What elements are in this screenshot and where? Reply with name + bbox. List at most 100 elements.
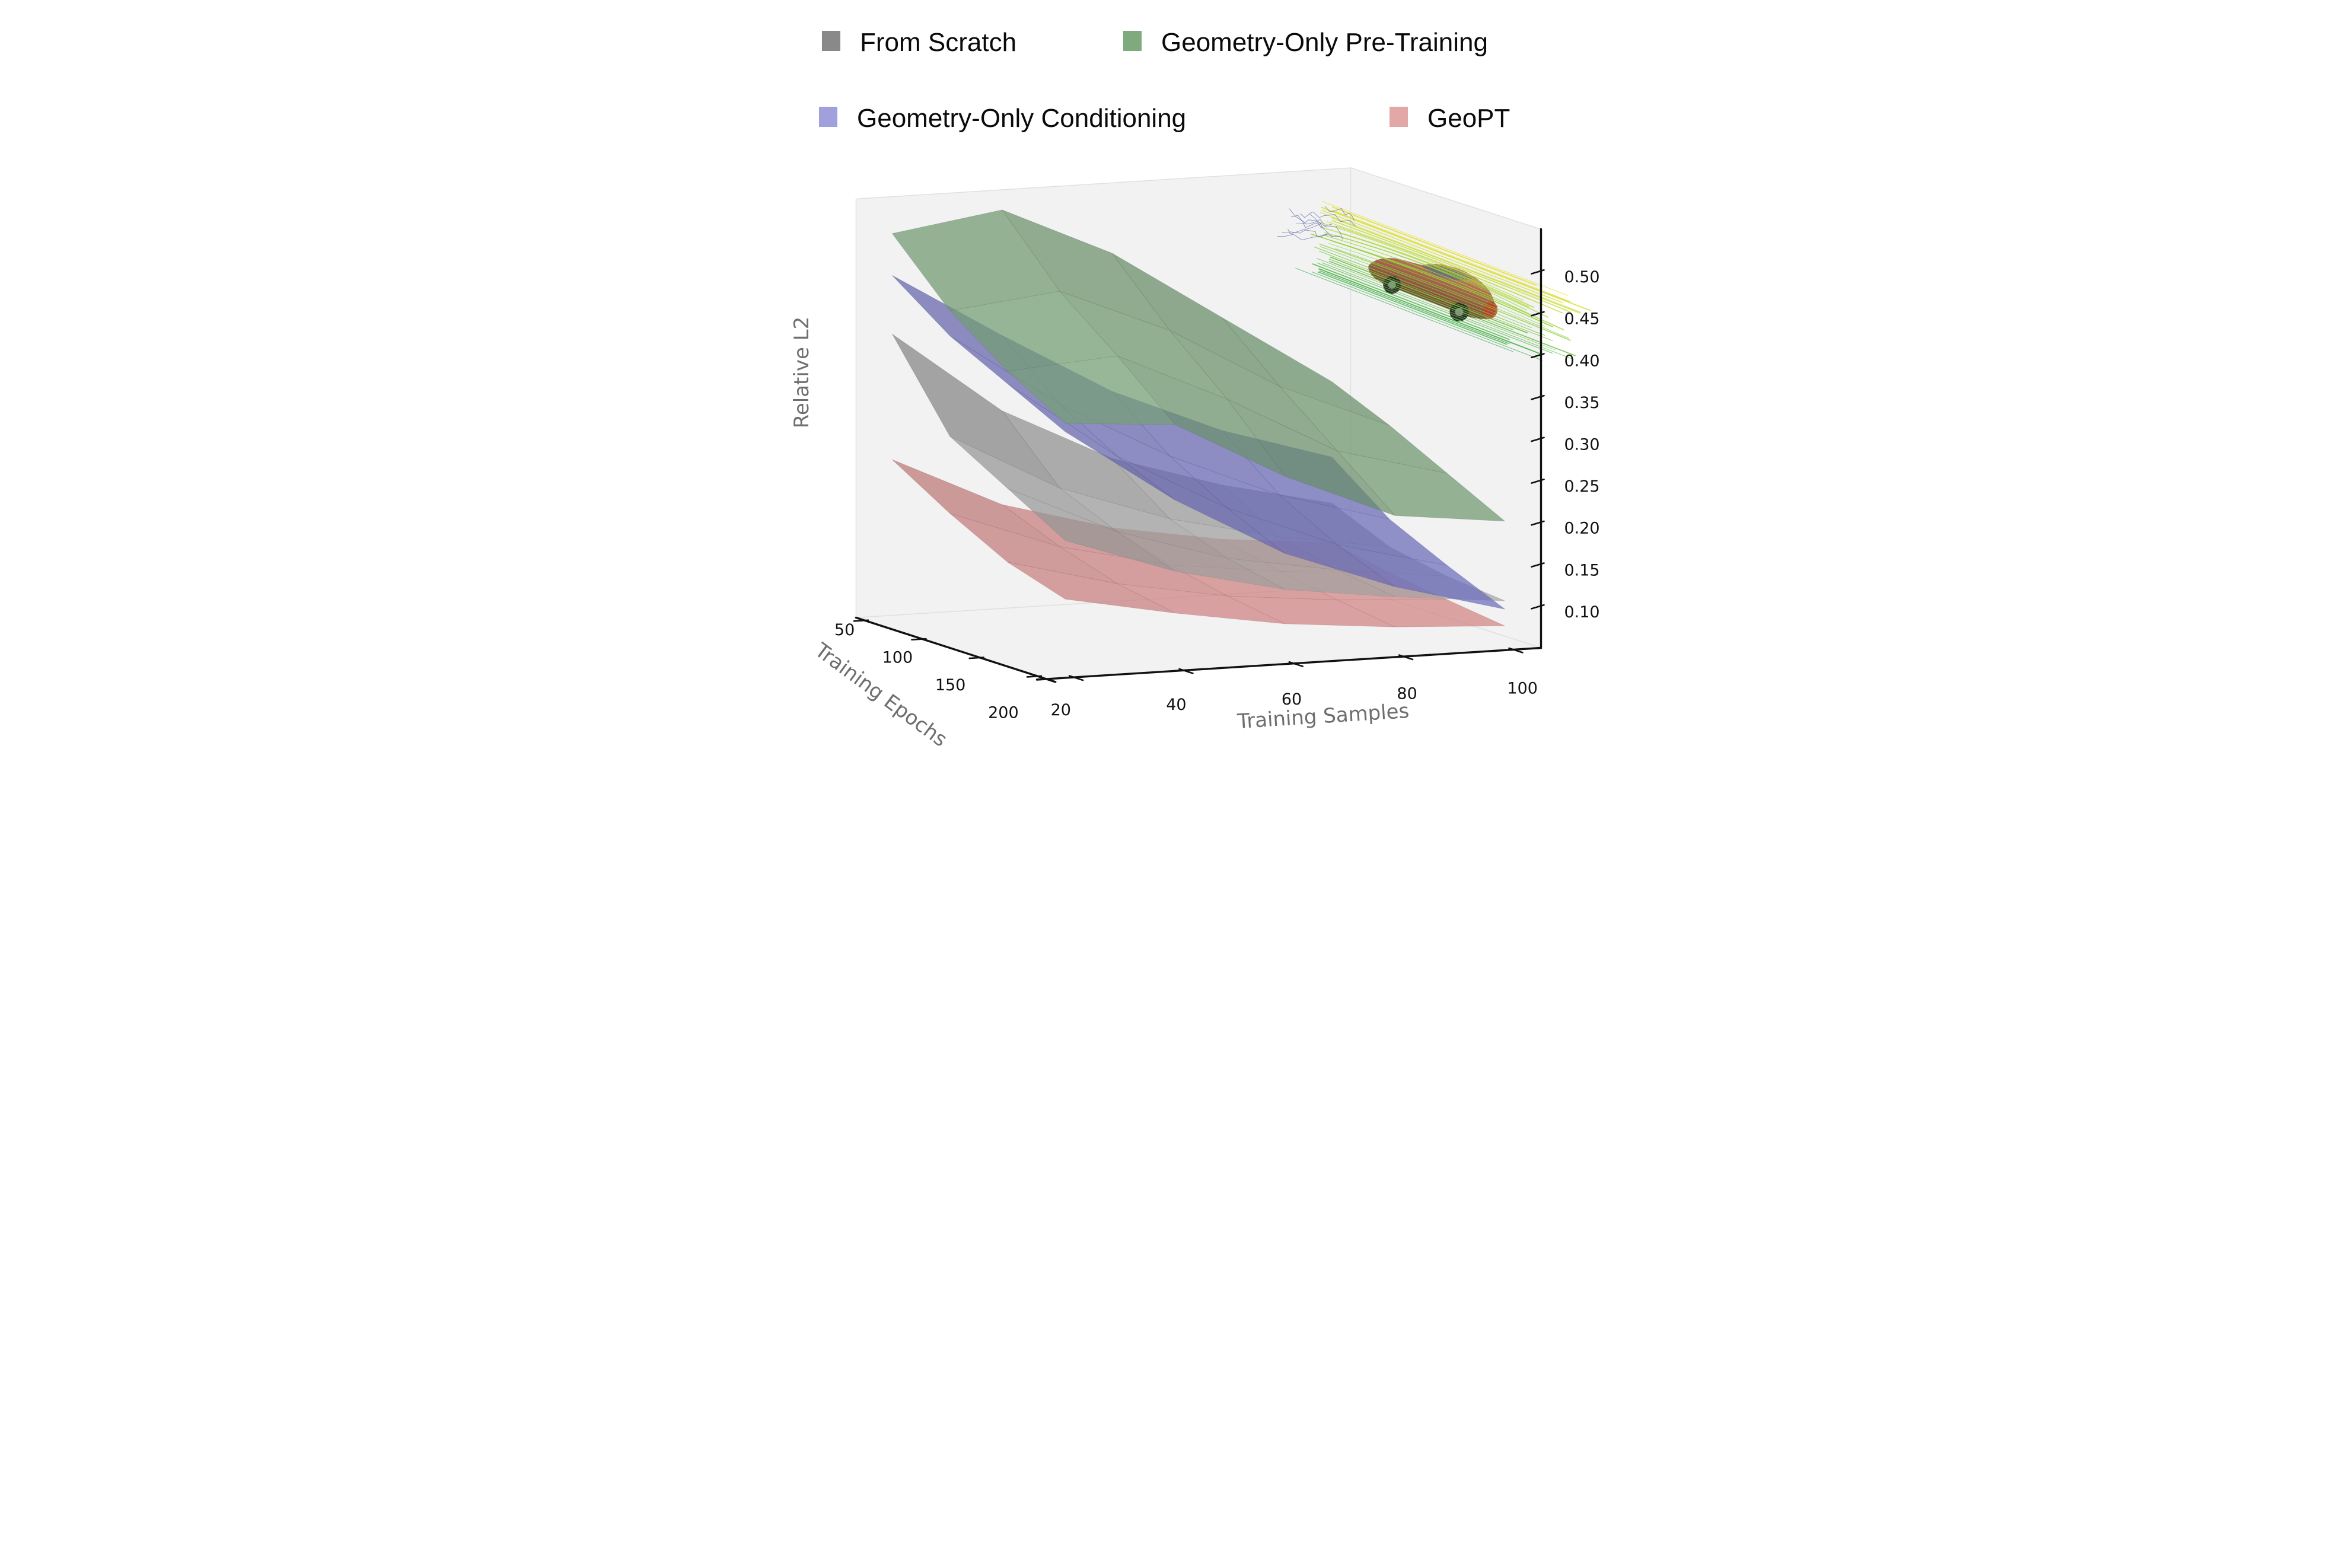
legend: From Scratch Geometry-Only Pre-Training … (818, 28, 1510, 133)
surface-facet (1007, 383, 1175, 501)
legend-swatch-geometry-only-pre-training (1123, 31, 1142, 51)
z-tick (1530, 436, 1545, 442)
streamline (1319, 226, 1529, 308)
x-tick-label: 20 (1050, 701, 1070, 719)
streamline (1329, 256, 1528, 334)
z-tick-label: 0.20 (1564, 520, 1599, 538)
x-tick (1288, 661, 1304, 667)
surface-facet (1007, 562, 1175, 614)
wake-scribble (1299, 213, 1340, 237)
x-axis-label: Training Samples (1236, 699, 1410, 734)
y-axis-line (855, 616, 1056, 683)
z-tick (1530, 269, 1545, 275)
streamline (1317, 271, 1507, 345)
z-axis-label: Relative L2 (790, 317, 814, 429)
streamline (1295, 267, 1513, 352)
streamline (1310, 233, 1553, 327)
streamline (1318, 268, 1542, 355)
z-tick (1530, 311, 1545, 317)
x-axis-line (1035, 646, 1542, 681)
x-tick (1178, 668, 1194, 674)
streamline (1322, 234, 1532, 316)
wake-scribble (1290, 215, 1332, 227)
legend-swatch-geopt (1389, 107, 1408, 127)
y-tick (968, 656, 984, 659)
y-tick-label: 50 (834, 621, 854, 639)
z-tick-label: 0.10 (1564, 603, 1599, 622)
z-tick (1530, 478, 1545, 484)
streamline (1312, 263, 1510, 340)
surface-facet (1007, 488, 1175, 572)
car-inset-group (1277, 200, 1591, 361)
z-tick-label: 0.35 (1564, 394, 1599, 412)
streamline (1324, 232, 1527, 311)
tick-labels: 20 40 60 80 100 50 100 150 200 0.10 0.15 0.20 0.25 0.… (834, 268, 1599, 722)
x-tick (1068, 675, 1083, 681)
streamline (1319, 270, 1510, 345)
streamline (1336, 225, 1563, 314)
car-aerodynamics-inset (1277, 200, 1591, 361)
streamline (1316, 258, 1556, 350)
wake-scribble (1324, 206, 1355, 221)
legend-swatch-from-scratch (821, 31, 840, 51)
z-tick-label: 0.15 (1564, 561, 1599, 579)
legend-label-geometry-only-pre-training: Geometry-Only Pre-Training (1161, 28, 1488, 57)
z-tick (1530, 604, 1545, 610)
figure-page: 20 40 60 80 100 50 100 150 200 0.10 0.15 0.20 0.25 0.… (588, 0, 1764, 784)
z-tick (1530, 520, 1545, 526)
y-tick-label: 200 (988, 703, 1019, 722)
streamline (1321, 206, 1591, 311)
x-tick (1508, 647, 1524, 654)
surface-facet (1117, 531, 1285, 590)
z-tick-label: 0.40 (1564, 352, 1599, 370)
streamline (1319, 246, 1532, 329)
streamline (1334, 248, 1569, 339)
streamline (1318, 250, 1553, 342)
streamline (1320, 222, 1524, 301)
surface-facet (1226, 399, 1395, 516)
surfaces (891, 209, 1505, 627)
x-tick (1398, 654, 1413, 661)
streamline (1328, 259, 1513, 330)
z-tick-label: 0.30 (1564, 436, 1599, 454)
wake-scribble (1287, 223, 1321, 234)
z-tick (1530, 562, 1545, 568)
wake-scribble (1295, 219, 1343, 240)
legend-label-geometry-only-conditioning: Geometry-Only Conditioning (857, 104, 1186, 133)
legend-label-from-scratch: From Scratch (860, 28, 1016, 57)
x-tick-label: 80 (1397, 685, 1417, 703)
streamline (1317, 262, 1553, 354)
y-tick (910, 638, 927, 640)
z-tick (1530, 394, 1545, 400)
legend-swatch-geometry-only-conditioning (818, 107, 837, 127)
y-tick-label: 100 (882, 649, 913, 667)
wake-scribble (1289, 208, 1323, 228)
streamline (1321, 200, 1568, 296)
axes (853, 228, 1545, 683)
x-tick-label: 60 (1281, 690, 1301, 709)
y-tick (1026, 675, 1042, 678)
x-tick-label: 100 (1507, 679, 1538, 697)
streamline (1331, 219, 1571, 313)
y-axis-label: Training Epochs (810, 638, 951, 751)
3d-surface-chart: 20 40 60 80 100 50 100 150 200 0.10 0.15 0.20 0.25 0.… (588, 0, 1764, 784)
z-tick (1530, 353, 1545, 359)
y-tick (853, 619, 869, 622)
wake-scribble (1309, 211, 1356, 227)
wake-scribble (1277, 234, 1328, 241)
streamline (1328, 243, 1545, 327)
streamline (1319, 243, 1571, 341)
y-tick-label: 150 (935, 676, 965, 694)
streamline (1332, 210, 1570, 302)
surface-facet (1007, 355, 1175, 425)
streamline (1314, 246, 1545, 336)
legend-label-geopt: GeoPT (1427, 104, 1510, 133)
z-tick-label: 0.45 (1564, 310, 1599, 329)
streamline (1331, 206, 1537, 286)
streamline (1321, 262, 1574, 360)
z-tick-label: 0.50 (1564, 268, 1599, 286)
streamline (1330, 216, 1580, 314)
z-tick-label: 0.25 (1564, 477, 1599, 496)
streamline (1321, 209, 1563, 304)
x-tick-label: 40 (1166, 696, 1186, 714)
